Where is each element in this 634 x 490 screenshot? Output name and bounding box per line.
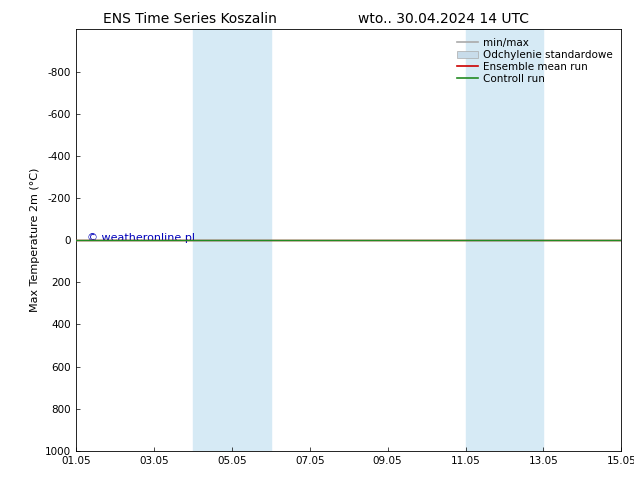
Text: ENS Time Series Koszalin: ENS Time Series Koszalin: [103, 12, 277, 26]
Text: © weatheronline.pl: © weatheronline.pl: [87, 233, 195, 243]
Legend: min/max, Odchylenie standardowe, Ensemble mean run, Controll run: min/max, Odchylenie standardowe, Ensembl…: [454, 35, 616, 87]
Text: wto.. 30.04.2024 14 UTC: wto.. 30.04.2024 14 UTC: [358, 12, 529, 26]
Bar: [465, 29, 543, 451]
Bar: [193, 29, 271, 451]
Y-axis label: Max Temperature 2m (°C): Max Temperature 2m (°C): [30, 168, 39, 312]
